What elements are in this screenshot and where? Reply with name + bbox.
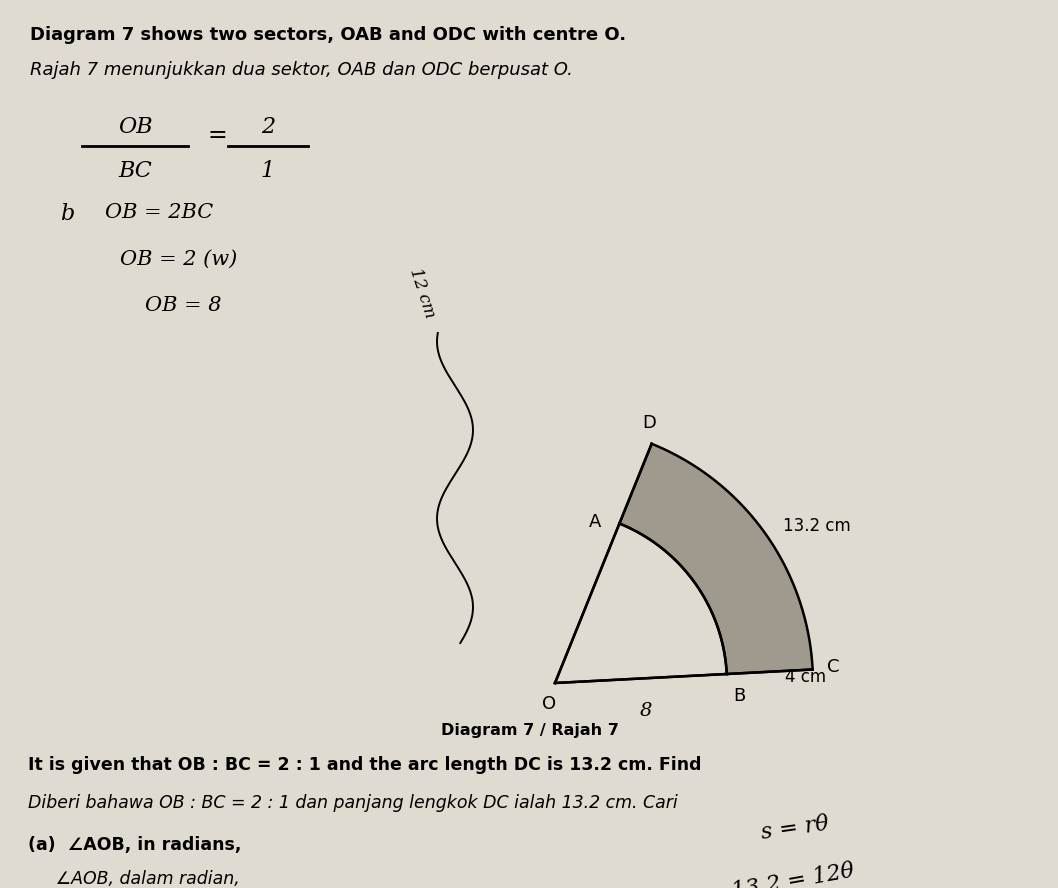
Text: (a)  ∠AOB, in radians,: (a) ∠AOB, in radians,	[28, 836, 241, 854]
Text: 12 cm: 12 cm	[406, 266, 438, 320]
Text: B: B	[733, 687, 745, 705]
Text: OB = 8: OB = 8	[145, 296, 221, 315]
Text: =: =	[208, 123, 227, 147]
Text: OB: OB	[117, 116, 152, 138]
Text: OB = 2 (w): OB = 2 (w)	[120, 250, 237, 269]
Text: Diberi bahawa OB : BC = 2 : 1 dan panjang lengkok DC ialah 13.2 cm. Cari: Diberi bahawa OB : BC = 2 : 1 dan panjan…	[28, 794, 678, 812]
Text: b: b	[60, 203, 74, 225]
Text: 13.2 cm: 13.2 cm	[783, 518, 851, 535]
Polygon shape	[555, 524, 727, 683]
Text: Rajah 7 menunjukkan dua sektor, OAB dan ODC berpusat O.: Rajah 7 menunjukkan dua sektor, OAB dan …	[30, 61, 572, 79]
Text: Diagram 7 / Rajah 7: Diagram 7 / Rajah 7	[441, 723, 619, 738]
Text: 2: 2	[261, 116, 275, 138]
Text: O: O	[542, 695, 557, 713]
Text: It is given that OB : BC = 2 : 1 and the arc length DC is 13.2 cm. Find: It is given that OB : BC = 2 : 1 and the…	[28, 756, 701, 774]
Text: A: A	[589, 512, 601, 530]
Text: Diagram 7 shows two sectors, OAB and ODC with centre O.: Diagram 7 shows two sectors, OAB and ODC…	[30, 26, 626, 44]
Text: OB = 2BC: OB = 2BC	[105, 203, 214, 222]
Text: 13.2 = 12θ: 13.2 = 12θ	[730, 860, 856, 888]
Text: 4 cm: 4 cm	[785, 668, 826, 686]
Text: 1: 1	[261, 160, 275, 182]
Text: 8: 8	[640, 702, 652, 719]
Text: BC: BC	[118, 160, 152, 182]
Text: D: D	[642, 414, 657, 432]
Text: s = rθ: s = rθ	[760, 813, 831, 844]
Text: ∠AOB, dalam radian,: ∠AOB, dalam radian,	[28, 870, 240, 888]
Polygon shape	[619, 444, 813, 674]
Text: C: C	[826, 659, 839, 677]
